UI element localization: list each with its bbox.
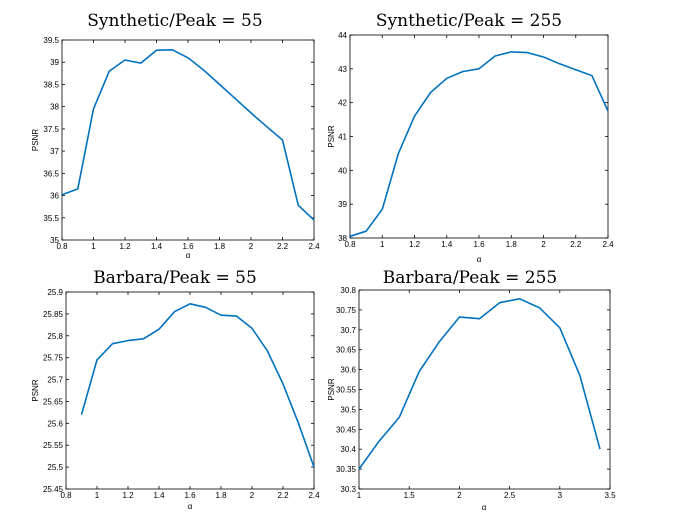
y-tick-label: 30.65 <box>336 346 357 355</box>
y-tick-label: 25.8 <box>47 332 63 341</box>
y-tick-label: 39 <box>50 58 59 67</box>
y-tick-label: 42 <box>338 99 347 108</box>
x-tick-label: 1.2 <box>119 242 131 251</box>
x-tick-label: 2.4 <box>602 240 614 249</box>
x-tick-label: 1.8 <box>215 491 227 500</box>
series-line <box>358 297 601 470</box>
y-tick-label: 30.4 <box>340 445 356 454</box>
chart-barbara-peak-255: Barbara/Peak = 255 1 1.5 2 2.5 3 3.5 30.3 30.35 3… <box>327 268 616 512</box>
y-tick-label: 36.5 <box>43 169 59 178</box>
y-tick-label: 30.5 <box>340 405 356 414</box>
plot-frame <box>349 34 609 239</box>
y-tick-label: 38 <box>338 234 347 243</box>
x-tick-label: 2 <box>249 242 254 251</box>
y-tick-label: 30.7 <box>340 326 356 335</box>
y-axis-label: PSNR <box>31 129 40 151</box>
x-tick-label: 1.2 <box>122 491 134 500</box>
chart-barbara-peak-55: Barbara/Peak = 55 0.8 1 1.2 1.4 1.6 1.8 2 2.2 2.4… <box>31 268 320 511</box>
x-tick-label: 1.2 <box>409 240 421 249</box>
x-tick-label: 2 <box>250 491 255 500</box>
y-axis-label: PSNR <box>31 379 40 401</box>
y-tick-label: 25.9 <box>47 288 63 297</box>
y-tick-label: 25.6 <box>47 419 63 428</box>
x-tick-label: 0.8 <box>60 491 72 500</box>
y-tick-label: 25.55 <box>43 441 64 450</box>
x-tick-label: 0.8 <box>56 242 68 251</box>
plot-frame <box>65 291 315 490</box>
chart-synthetic-peak-55: Synthetic/Peak = 55 0.8 1 1.2 1.4 1.6 1.8 2 2.2 2… <box>31 11 320 260</box>
chart-title: Synthetic/Peak = 55 <box>87 11 262 31</box>
y-tick-label: 41 <box>338 133 347 142</box>
y-tick-label: 25.85 <box>43 310 64 319</box>
x-tick-label: 2.5 <box>504 491 516 500</box>
x-tick-label: 1.8 <box>214 242 226 251</box>
y-tick-label: 25.75 <box>43 354 64 363</box>
y-tick-label: 30.3 <box>340 485 356 494</box>
x-axis-label: α <box>482 503 487 512</box>
plot-frame <box>61 39 315 241</box>
y-tick-label: 30.45 <box>336 425 357 434</box>
x-tick-label: 2.2 <box>277 242 289 251</box>
x-tick-label: 1 <box>91 242 96 251</box>
y-tick-label: 25.45 <box>43 485 64 494</box>
x-tick-label: 1.4 <box>151 242 163 251</box>
x-tick-label: 2 <box>541 240 546 249</box>
y-tick-label: 40 <box>338 166 347 175</box>
x-tick-label: 1.4 <box>153 491 165 500</box>
x-tick-label: 1 <box>380 240 385 249</box>
x-tick-label: 1.4 <box>441 240 453 249</box>
x-tick-label: 2.4 <box>308 491 320 500</box>
x-tick-label: 2.2 <box>570 240 582 249</box>
y-tick-label: 30.6 <box>340 366 356 375</box>
y-tick-label: 25.7 <box>47 376 63 385</box>
y-tick-label: 25.5 <box>47 463 63 472</box>
y-tick-label: 44 <box>338 31 347 40</box>
y-tick-label: 30.75 <box>336 306 357 315</box>
x-tick-label: 1.8 <box>506 240 518 249</box>
x-tick-label: 0.8 <box>344 240 356 249</box>
x-tick-label: 1.5 <box>404 491 416 500</box>
y-tick-label: 43 <box>338 65 347 74</box>
y-axis-label: PSNR <box>327 125 336 147</box>
x-tick-label: 1.6 <box>182 242 194 251</box>
y-tick-label: 30.55 <box>336 386 357 395</box>
x-tick-label: 2 <box>457 491 462 500</box>
y-tick-label: 30.35 <box>336 465 357 474</box>
x-tick-label: 2.4 <box>308 242 320 251</box>
plot-frame <box>358 289 611 490</box>
x-axis-label: α <box>477 255 482 264</box>
y-tick-label: 35 <box>50 236 59 245</box>
y-tick-label: 38.5 <box>43 80 59 89</box>
y-axis-label: PSNR <box>327 378 336 400</box>
y-tick-label: 39.5 <box>43 36 59 45</box>
y-tick-label: 35.5 <box>43 214 59 223</box>
y-tick-label: 39 <box>338 200 347 209</box>
x-tick-label: 1.6 <box>473 240 485 249</box>
x-tick-label: 3 <box>558 491 563 500</box>
x-tick-label: 1.6 <box>184 491 196 500</box>
y-tick-label: 38 <box>50 103 59 112</box>
y-tick-label: 37 <box>50 147 59 156</box>
chart-title: Barbara/Peak = 255 <box>383 268 557 288</box>
x-tick-label: 1 <box>357 491 362 500</box>
x-tick-label: 2.2 <box>277 491 289 500</box>
series-line <box>61 48 315 221</box>
x-tick-label: 1 <box>95 491 100 500</box>
y-tick-label: 30.8 <box>340 286 356 295</box>
y-tick-label: 25.65 <box>43 397 64 406</box>
x-axis-label: α <box>188 502 193 511</box>
chart-title: Synthetic/Peak = 255 <box>376 11 562 31</box>
chart-synthetic-peak-255: Synthetic/Peak = 255 0.8 1 1.2 1.4 1.6 1.8 2 2.2… <box>327 11 614 264</box>
y-tick-label: 37.5 <box>43 125 59 134</box>
chart-title: Barbara/Peak = 55 <box>93 268 257 288</box>
series-line <box>349 51 609 238</box>
x-axis-label: α <box>186 251 191 260</box>
series-line <box>80 302 315 468</box>
x-tick-label: 3.5 <box>604 491 616 500</box>
y-tick-label: 36 <box>50 192 59 201</box>
